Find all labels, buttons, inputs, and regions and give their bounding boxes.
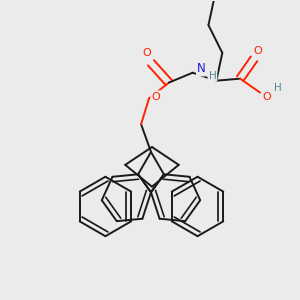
Text: O: O [152,92,160,101]
Text: O: O [262,92,271,101]
Text: H: H [274,82,282,93]
Text: H: H [208,71,216,81]
Text: O: O [143,48,152,58]
Text: N: N [197,62,206,75]
Text: O: O [254,46,262,56]
